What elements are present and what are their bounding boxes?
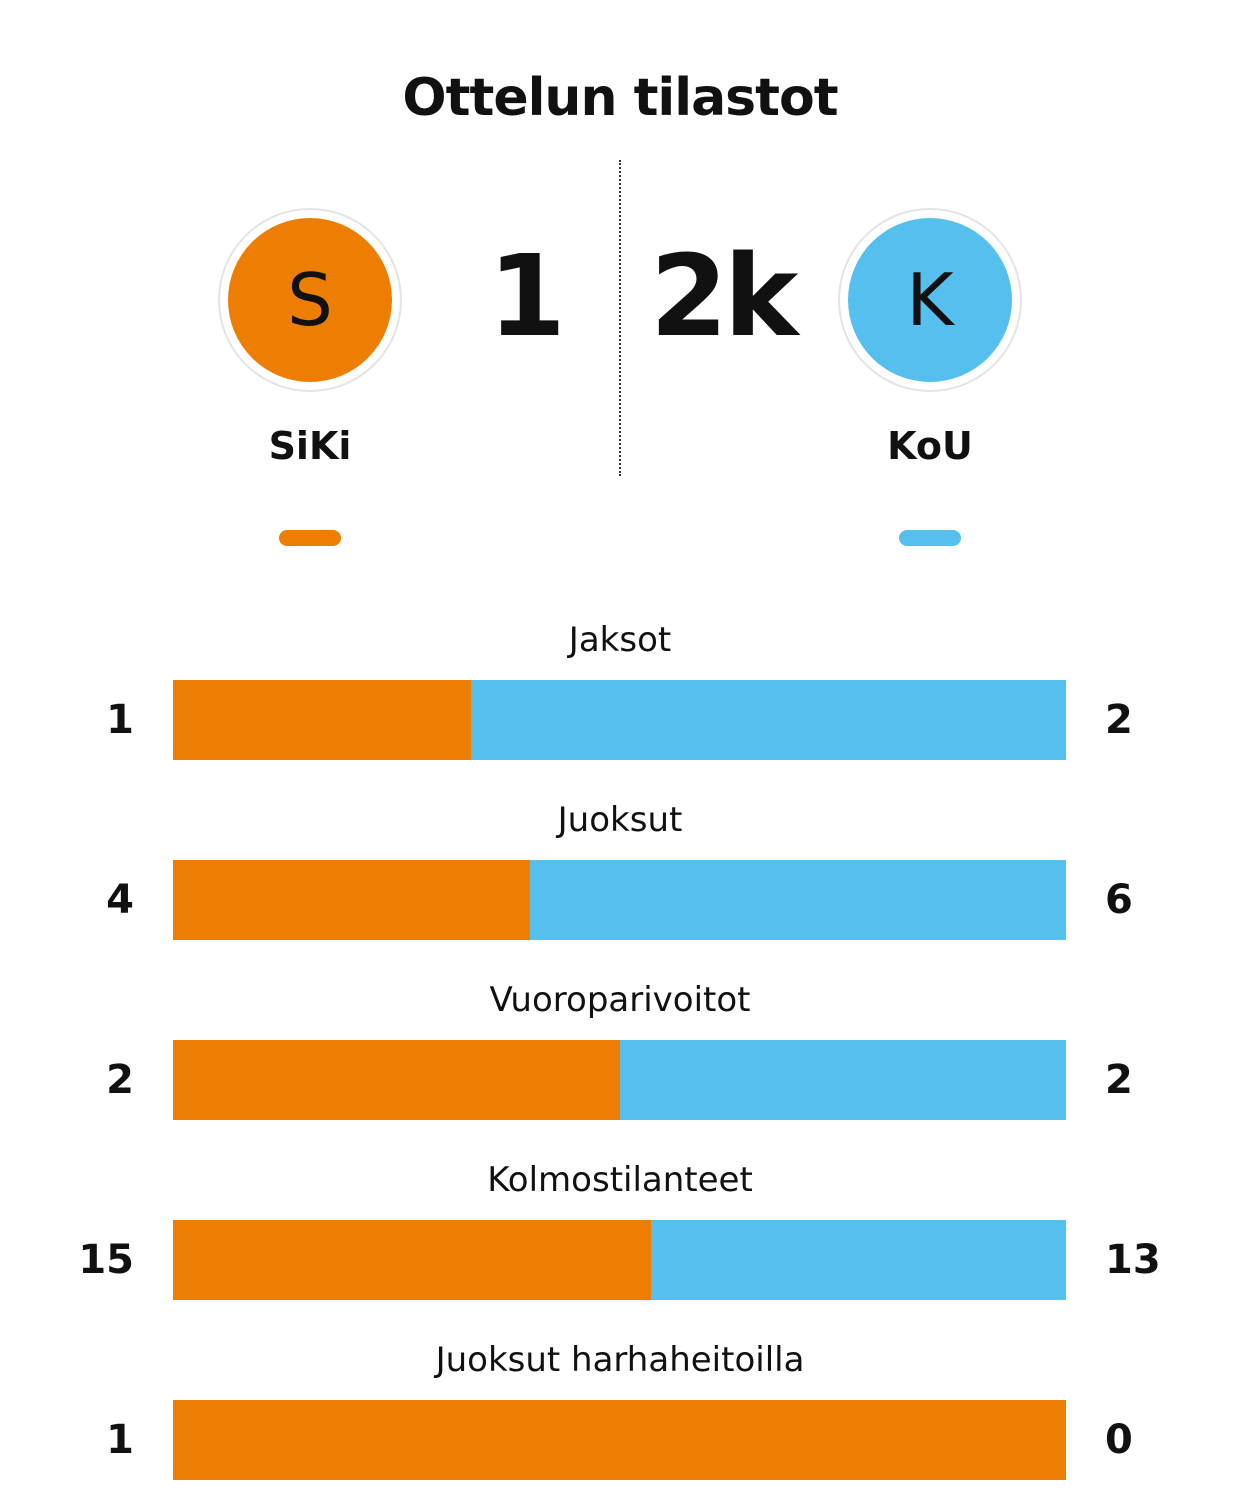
home-color-indicator (279, 530, 341, 546)
page-title: Ottelun tilastot (402, 68, 838, 128)
stat-bar-away-segment (530, 860, 1066, 940)
stat-bar (173, 1040, 1066, 1120)
stat-label: Juoksut (557, 800, 683, 840)
stat-bar-away-segment (651, 1220, 1066, 1300)
stat-label: Kolmostilanteet (487, 1160, 753, 1200)
stat-bar (173, 680, 1066, 760)
stat-home-value: 1 (106, 1417, 134, 1463)
home-team-name: SiKi (268, 424, 352, 468)
stat-away-value: 6 (1105, 877, 1133, 923)
center-divider (619, 160, 621, 476)
home-logo-letter: S (287, 258, 333, 342)
stat-away-value: 13 (1105, 1237, 1161, 1283)
home-team-logo: S (228, 218, 392, 382)
stat-home-value: 15 (78, 1237, 134, 1283)
stat-bar (173, 1220, 1066, 1300)
stat-bar-home-segment (173, 1220, 652, 1300)
stat-bar-home-segment (173, 1400, 1066, 1480)
stat-home-value: 1 (106, 697, 134, 743)
stat-away-value: 0 (1105, 1417, 1133, 1463)
stat-bar-away-segment (470, 680, 1066, 760)
home-score: 1 (488, 232, 566, 362)
away-color-indicator (899, 530, 961, 546)
away-team-logo: K (848, 218, 1012, 382)
stat-label: Jaksot (568, 620, 672, 660)
stat-bar (173, 860, 1066, 940)
stat-bar-home-segment (173, 1040, 620, 1120)
stat-home-value: 4 (106, 877, 134, 923)
stat-away-value: 2 (1105, 1057, 1133, 1103)
away-score: 2k (650, 232, 798, 362)
away-team-name: KoU (887, 424, 973, 468)
stat-label: Juoksut harhaheitoilla (435, 1340, 805, 1380)
stat-bar-away-segment (619, 1040, 1066, 1120)
away-logo-letter: K (906, 258, 954, 342)
stat-bar-home-segment (173, 680, 471, 760)
stat-away-value: 2 (1105, 697, 1133, 743)
stat-bar (173, 1400, 1066, 1480)
stat-home-value: 2 (106, 1057, 134, 1103)
stat-bar-home-segment (173, 860, 531, 940)
stat-label: Vuoroparivoitot (489, 980, 751, 1020)
